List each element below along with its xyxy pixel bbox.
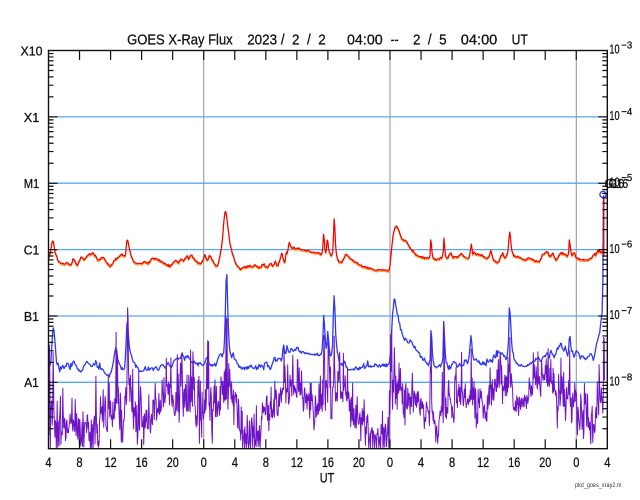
svg-text:16: 16 [136,454,148,470]
svg-text:4: 4 [604,454,610,470]
svg-text:A1: A1 [24,375,39,390]
svg-text:plot_goes_xray2.m: plot_goes_xray2.m [575,482,622,489]
svg-text:GOES X-Ray Flux: GOES X-Ray Flux [127,32,233,49]
svg-text:0: 0 [573,454,579,470]
svg-text:X1: X1 [24,110,40,125]
svg-text:10: 10 [609,375,619,389]
svg-text:0: 0 [201,454,207,470]
svg-text:04:00: 04:00 [347,32,383,49]
svg-text:12: 12 [291,454,303,470]
svg-text:10: 10 [609,109,619,123]
svg-text:20: 20 [167,454,179,470]
svg-text:8: 8 [449,454,455,470]
svg-text:M1: M1 [24,176,40,191]
svg-text:12: 12 [105,454,117,470]
svg-text:8: 8 [76,454,82,470]
svg-text:20: 20 [539,454,551,470]
svg-text:−7: −7 [621,306,632,317]
svg-text:10: 10 [609,175,619,189]
svg-text:8: 8 [263,454,269,470]
svg-text:2023 / 2 / 2: 2023 / 2 / 2 [247,32,326,49]
svg-text:X10: X10 [21,43,43,58]
svg-text:−6: −6 [621,240,632,251]
svg-text:--: -- [391,32,399,49]
svg-text:20: 20 [353,454,365,470]
svg-text:16: 16 [508,454,520,470]
svg-text:10: 10 [609,308,619,322]
svg-text:16: 16 [322,454,334,470]
svg-text:−4: −4 [621,107,632,118]
svg-text:4: 4 [418,454,424,470]
svg-text:C1: C1 [24,243,40,258]
svg-text:12: 12 [477,454,489,470]
svg-text:04:00: 04:00 [461,32,498,49]
svg-text:4: 4 [45,454,51,470]
svg-text:0: 0 [387,454,393,470]
svg-text:4: 4 [232,454,238,470]
svg-text:−3: −3 [621,41,632,52]
svg-text:UT: UT [320,470,335,486]
svg-text:−8: −8 [621,372,632,383]
svg-text:B1: B1 [24,309,39,324]
svg-text:10: 10 [609,242,619,256]
svg-text:G16: G16 [609,177,629,191]
svg-text:−5: −5 [621,173,632,184]
svg-text:G16: G16 [605,177,625,191]
svg-text:2 / 5: 2 / 5 [413,32,447,49]
svg-text:UT: UT [512,32,528,49]
svg-text:10: 10 [609,43,619,57]
